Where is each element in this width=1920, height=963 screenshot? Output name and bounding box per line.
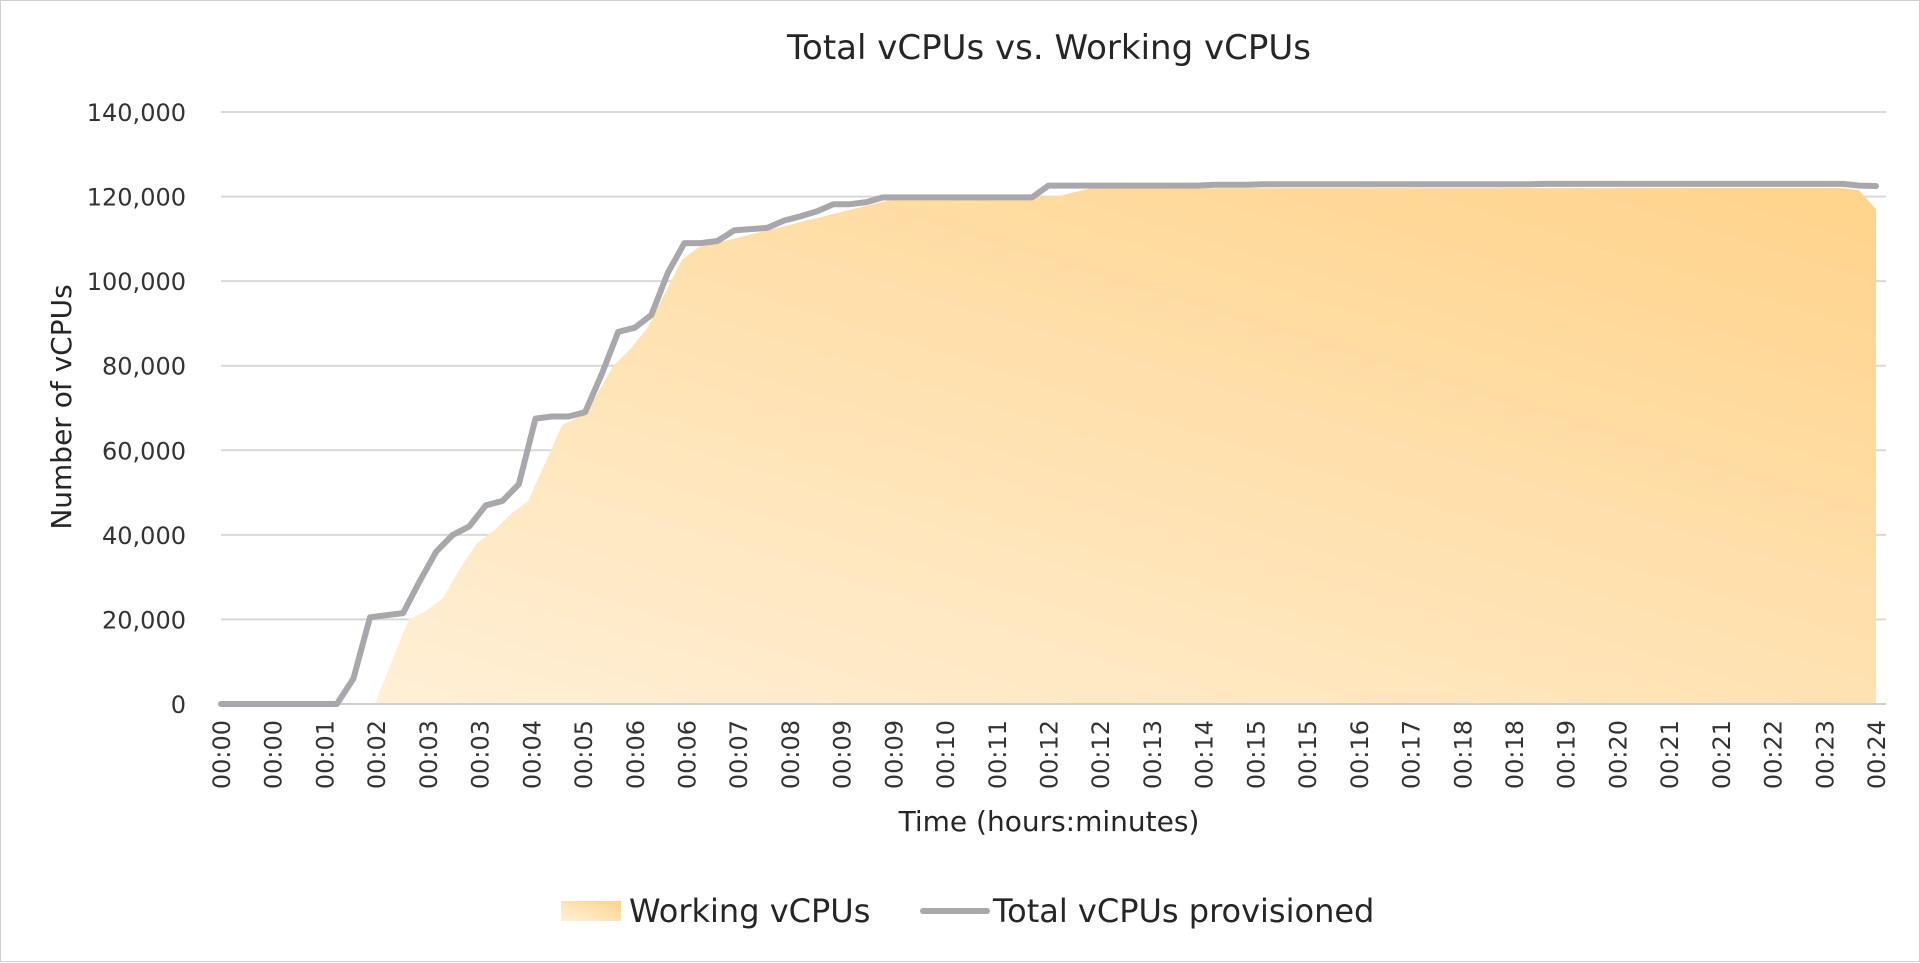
x-tick-label: 00:17	[1398, 720, 1426, 789]
x-tick-label: 00:12	[1087, 720, 1115, 789]
x-tick-label: 00:00	[260, 720, 288, 789]
x-tick-label: 00:18	[1501, 720, 1529, 789]
legend-label-working: Working vCPUs	[629, 892, 870, 930]
line-layer	[218, 180, 1879, 707]
x-tick-label: 00:20	[1604, 720, 1632, 789]
x-tick-label: 00:14	[1191, 720, 1219, 789]
x-tick-label: 00:00	[208, 720, 236, 789]
y-tick-label: 60,000	[102, 437, 186, 465]
x-tick-label: 00:15	[1294, 720, 1322, 789]
x-tick-label: 00:05	[570, 720, 598, 789]
x-tick-label: 00:18	[1449, 720, 1477, 789]
x-tick-label: 00:22	[1760, 720, 1788, 789]
x-tick-label: 00:19	[1553, 720, 1581, 789]
y-tick-label: 80,000	[102, 353, 186, 381]
x-tick-label: 00:11	[984, 720, 1012, 789]
x-tick-label: 00:21	[1656, 720, 1684, 789]
x-tick-label: 00:02	[363, 720, 391, 789]
x-tick-label: 00:07	[725, 720, 753, 789]
x-tick-label: 00:09	[829, 720, 857, 789]
y-tick-label: 20,000	[102, 606, 186, 634]
area-layer	[221, 188, 1876, 705]
x-axis-title: Time (hours:minutes)	[898, 805, 1200, 838]
x-tick-label: 00:03	[467, 720, 495, 789]
x-tick-label: 00:13	[1139, 720, 1167, 789]
series-working-vcpus-area	[221, 188, 1876, 705]
series-total-vcpus-line	[218, 180, 1879, 707]
y-tick-label: 0	[171, 691, 186, 719]
y-axis: 0 20,000 40,000 60,000 80,000 100,000 120,000 1…	[87, 99, 186, 719]
x-tick-label: 00:12	[1036, 720, 1064, 789]
x-tick-label: 00:16	[1346, 720, 1374, 789]
legend-label-total: Total vCPUs provisioned	[992, 892, 1374, 930]
legend: Working vCPUs Total vCPUs provisioned	[561, 892, 1374, 930]
legend-swatch-working	[561, 901, 621, 921]
chart-title: Total vCPUs vs. Working vCPUs	[786, 28, 1311, 68]
y-axis-title: Number of vCPUs	[45, 284, 78, 529]
y-tick-label: 40,000	[102, 522, 186, 550]
x-tick-label: 00:01	[311, 720, 339, 789]
y-tick-label: 120,000	[87, 184, 186, 212]
x-tick-label: 00:23	[1811, 720, 1839, 789]
x-tick-label: 00:06	[673, 720, 701, 789]
x-tick-label: 00:03	[415, 720, 443, 789]
y-tick-label: 100,000	[87, 268, 186, 296]
x-tick-label: 00:04	[518, 720, 546, 789]
x-tick-label: 00:08	[777, 720, 805, 789]
x-tick-label: 00:15	[1242, 720, 1270, 789]
x-tick-label: 00:09	[880, 720, 908, 789]
y-tick-label: 140,000	[87, 99, 186, 127]
x-tick-label: 00:21	[1708, 720, 1736, 789]
x-tick-labels: 00:00 00:00 00:01 00:02 00:03 00:03 00:04 00:05…	[208, 720, 1891, 789]
x-tick-label: 00:24	[1863, 720, 1891, 789]
x-tick-label: 00:06	[622, 720, 650, 789]
x-tick-label: 00:10	[932, 720, 960, 789]
